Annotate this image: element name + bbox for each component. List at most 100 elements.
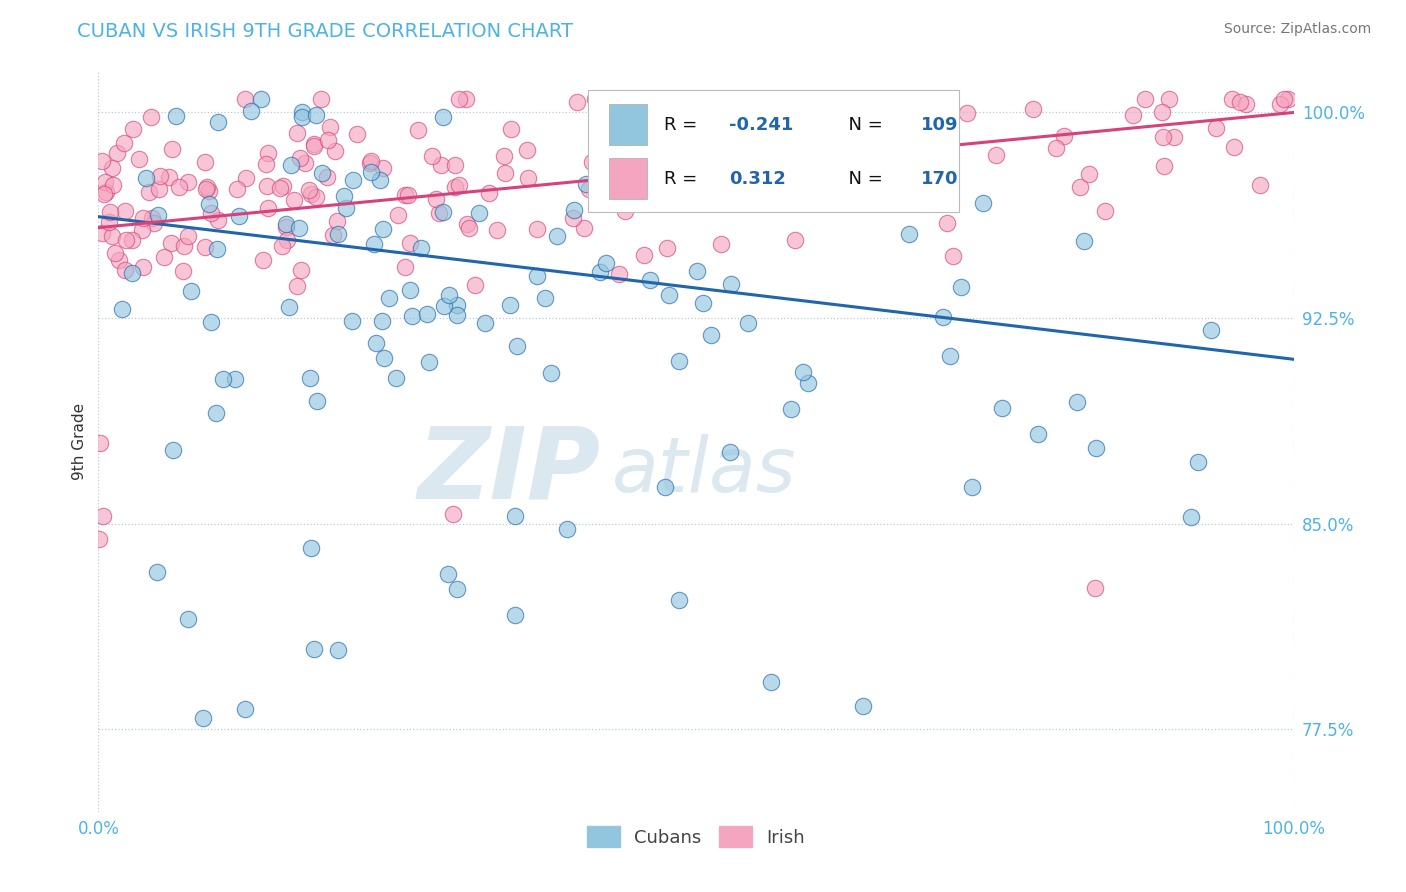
Point <box>143 216 166 230</box>
Point <box>200 206 222 220</box>
Point <box>311 92 333 106</box>
Point <box>207 115 229 129</box>
Point <box>191 711 214 725</box>
Point <box>153 251 176 265</box>
Point <box>198 184 221 198</box>
Point <box>499 298 522 312</box>
Point <box>396 188 419 202</box>
Point <box>815 139 838 153</box>
Point <box>311 166 333 180</box>
Point <box>761 675 783 690</box>
Point <box>427 205 450 219</box>
Point <box>645 189 668 203</box>
Point <box>91 226 114 240</box>
Point <box>131 260 153 274</box>
Point <box>1022 102 1045 116</box>
Point <box>299 541 322 555</box>
Point <box>1272 92 1295 106</box>
Point <box>668 592 690 607</box>
Point <box>740 92 762 106</box>
Point <box>686 264 709 278</box>
Point <box>780 402 803 417</box>
Text: CUBAN VS IRISH 9TH GRADE CORRELATION CHART: CUBAN VS IRISH 9TH GRADE CORRELATION CHA… <box>77 22 574 41</box>
Point <box>588 265 610 279</box>
Point <box>302 138 325 153</box>
Point <box>932 310 955 324</box>
Point <box>562 202 585 217</box>
Point <box>131 223 153 237</box>
Point <box>905 141 928 155</box>
Point <box>1187 454 1209 468</box>
Point <box>305 190 328 204</box>
Point <box>299 371 322 385</box>
Point <box>1073 234 1095 248</box>
Point <box>162 443 184 458</box>
Point <box>285 279 308 293</box>
Point <box>1180 509 1202 524</box>
Point <box>658 288 681 302</box>
Point <box>290 263 312 277</box>
Y-axis label: 9th Grade: 9th Grade <box>72 403 87 480</box>
Point <box>256 178 278 193</box>
Point <box>1249 178 1271 192</box>
Point <box>503 607 526 622</box>
Point <box>666 153 689 167</box>
Point <box>655 241 678 255</box>
Point <box>283 193 305 207</box>
Text: N =: N = <box>837 116 889 134</box>
Point <box>363 236 385 251</box>
Point <box>270 239 292 253</box>
Point <box>1157 92 1180 106</box>
Point <box>416 307 439 321</box>
Point <box>845 92 868 106</box>
Point <box>506 339 529 353</box>
Point <box>394 260 416 274</box>
Point <box>614 204 637 219</box>
Point <box>97 215 120 229</box>
Point <box>304 641 326 656</box>
Point <box>640 273 662 287</box>
FancyBboxPatch shape <box>589 90 959 212</box>
Point <box>288 220 311 235</box>
Point <box>1153 160 1175 174</box>
Point <box>101 161 124 175</box>
Point <box>831 182 853 196</box>
Point <box>91 508 114 523</box>
Point <box>100 228 122 243</box>
Point <box>456 218 478 232</box>
Point <box>449 92 471 106</box>
Point <box>276 233 298 247</box>
Point <box>398 283 420 297</box>
Bar <box>609 159 647 199</box>
Point <box>377 291 399 305</box>
Point <box>851 699 873 714</box>
Point <box>949 280 972 294</box>
Point <box>724 181 747 195</box>
Point <box>984 148 1007 162</box>
Point <box>1066 394 1088 409</box>
Point <box>620 97 643 112</box>
Point <box>373 161 395 175</box>
Point <box>139 110 162 124</box>
Point <box>276 217 298 231</box>
Text: 0.312: 0.312 <box>730 169 786 187</box>
Point <box>252 253 274 268</box>
Point <box>1122 108 1144 122</box>
Point <box>146 208 169 222</box>
Point <box>212 372 235 386</box>
Point <box>233 92 256 106</box>
Point <box>1135 92 1157 106</box>
Point <box>432 110 454 124</box>
Point <box>1277 92 1299 106</box>
Point <box>439 288 461 302</box>
Point <box>503 508 526 523</box>
Point <box>645 176 668 190</box>
Point <box>195 179 218 194</box>
Point <box>342 173 364 187</box>
Point <box>692 296 714 310</box>
Point <box>572 221 595 235</box>
Point <box>588 112 610 126</box>
Point <box>114 203 136 218</box>
Point <box>128 153 150 167</box>
Point <box>301 187 323 202</box>
